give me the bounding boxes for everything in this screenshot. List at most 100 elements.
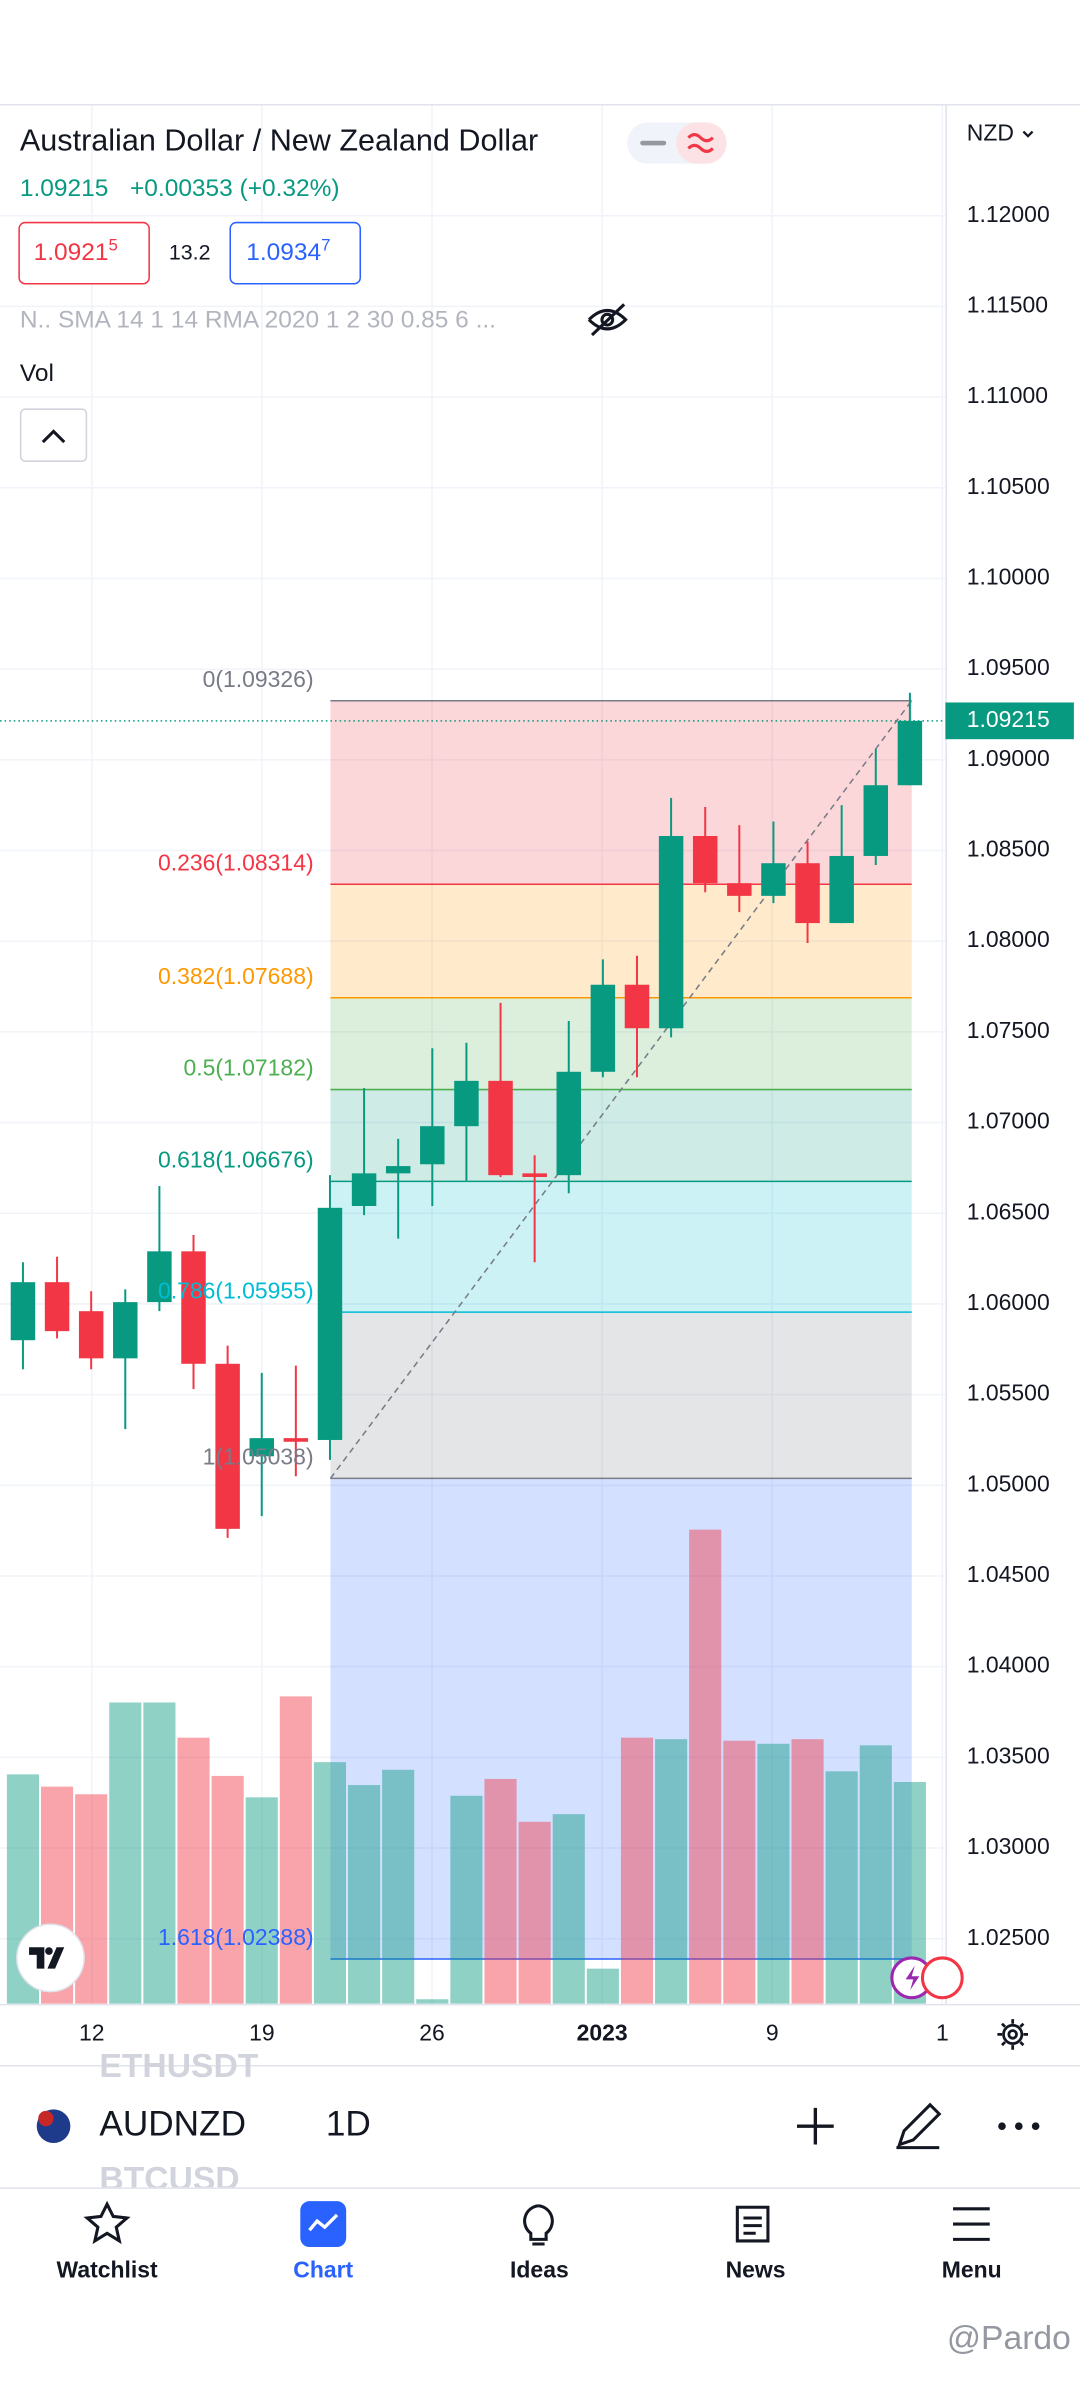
trend-line [329, 700, 913, 1479]
volume-bar [382, 1769, 415, 2004]
nav-label: Menu [942, 2257, 1002, 2283]
bid-price: 1.09215 [34, 236, 118, 267]
candle-body [556, 1071, 581, 1176]
candle-body [385, 1166, 411, 1174]
nav-item[interactable]: Menu [942, 2207, 1002, 2283]
more-button[interactable] [998, 2122, 1040, 2131]
price-change: +0.00353 (+0.32%) [130, 175, 340, 202]
y-tick-label: 1.02500 [967, 1924, 1050, 1950]
currency: NZD [967, 120, 1014, 146]
candle-body [795, 863, 820, 924]
nav-item[interactable]: News [726, 2205, 786, 2283]
volume-bar [723, 1740, 756, 2004]
y-tick-label: 1.09000 [967, 745, 1050, 771]
last-price-tag [945, 702, 1074, 740]
volume-bar [484, 1778, 517, 2004]
bottom-nav [0, 2187, 1080, 2400]
candle-body [181, 1251, 206, 1364]
toggle[interactable] [627, 122, 727, 164]
bid-main: 1.0921 [34, 239, 109, 266]
volume-bar [348, 1785, 381, 2004]
bid-pip: 5 [109, 236, 118, 255]
volume-bar [313, 1762, 347, 2004]
candle-body [113, 1302, 138, 1359]
volume-bar [450, 1795, 483, 2004]
fib-zone [330, 1312, 912, 1479]
fib-label: 0.618(1.06676) [158, 1147, 314, 1173]
fib-label: 0(1.09326) [203, 666, 314, 692]
time-axis [0, 2003, 1080, 2066]
collapse-button[interactable] [19, 408, 88, 462]
fib-label: 1.618(1.02388) [158, 1924, 314, 1950]
candle-body [44, 1282, 70, 1332]
y-tick-label: 1.12000 [967, 201, 1050, 227]
y-tick-label: 1.08500 [967, 836, 1050, 862]
fib-zone [330, 997, 912, 1090]
settings-icon[interactable] [997, 2019, 1028, 2050]
ask-button[interactable]: 1.09347 [229, 221, 362, 285]
y-tick-label: 1.10500 [967, 473, 1050, 499]
flag-detail [38, 2110, 54, 2127]
volume-bar [689, 1529, 722, 2004]
volume-bar [109, 1702, 142, 2004]
interval[interactable]: 1D [326, 2104, 371, 2143]
candle-body [420, 1126, 445, 1165]
y-tick-label: 1.09500 [967, 654, 1050, 680]
nav-label: News [726, 2257, 786, 2283]
symbol[interactable]: AUDNZD [99, 2104, 246, 2143]
nav-item[interactable]: Watchlist [57, 2200, 158, 2283]
candle-body [488, 1080, 513, 1176]
draw-button[interactable] [896, 2102, 942, 2150]
alert-icons[interactable] [890, 1956, 964, 2000]
nav-item[interactable]: Chart [293, 2201, 354, 2283]
watermark: @Pardo [947, 2320, 1071, 2357]
x-tick-label: 2023 [577, 2019, 628, 2045]
volume-bar [143, 1702, 176, 2004]
nav-label: Watchlist [57, 2257, 158, 2283]
candle-body [829, 855, 854, 924]
y-tick-label: 1.07500 [967, 1017, 1050, 1043]
volume-bar [757, 1743, 790, 2004]
ask-main: 1.0934 [246, 239, 321, 266]
faded-symbol: ETHUSDT [99, 2048, 258, 2085]
spread: 13.2 [169, 241, 211, 265]
nav-icon [735, 2205, 770, 2243]
candle-body [10, 1282, 36, 1341]
fib-zone [330, 1478, 912, 1960]
candle-body [863, 785, 889, 856]
fib-label: 1(1.05038) [203, 1444, 314, 1470]
volume-bar [245, 1797, 278, 2004]
bid-button[interactable]: 1.09215 [18, 221, 150, 285]
candle-body [283, 1438, 309, 1442]
x-tick-label: 12 [79, 2019, 105, 2045]
tv-logo[interactable] [16, 1923, 85, 1993]
candle-body [692, 836, 718, 884]
nav-item[interactable]: Ideas [510, 2204, 569, 2283]
nav-icon [523, 2204, 554, 2246]
candle-body [454, 1080, 479, 1127]
fib-label: 0.236(1.08314) [158, 849, 314, 875]
y-tick-label: 1.04000 [967, 1652, 1050, 1678]
currency-selector[interactable]: NZD [967, 120, 1034, 146]
y-tick-label: 1.06000 [967, 1289, 1050, 1315]
add-button[interactable] [796, 2107, 834, 2145]
y-tick-label: 1.07000 [967, 1108, 1050, 1134]
candle-body [897, 720, 923, 786]
y-tick-label: 1.03000 [967, 1833, 1050, 1859]
candle-body [215, 1363, 240, 1529]
fib-label: 0.786(1.05955) [158, 1277, 314, 1303]
volume-label: Vol [20, 360, 54, 387]
candle-body [624, 984, 650, 1029]
candle-body [761, 863, 786, 896]
y-tick-label: 1.10000 [967, 564, 1050, 590]
volume-bar [211, 1775, 244, 2004]
candle-body [147, 1251, 172, 1303]
y-tick-label: 1.04500 [967, 1561, 1050, 1587]
plot-area: 0(1.09326) 0.236(1.08314) 0.382(1.07688) 0.… [0, 105, 946, 2004]
x-tick-label: 1 [936, 2019, 949, 2045]
last-price: 1.09215 [20, 175, 108, 202]
x-tick-label: 26 [419, 2019, 445, 2045]
hide-icon[interactable] [587, 303, 628, 337]
nav-items: Watchlist Chart Ideas News Menu [57, 2200, 1002, 2283]
